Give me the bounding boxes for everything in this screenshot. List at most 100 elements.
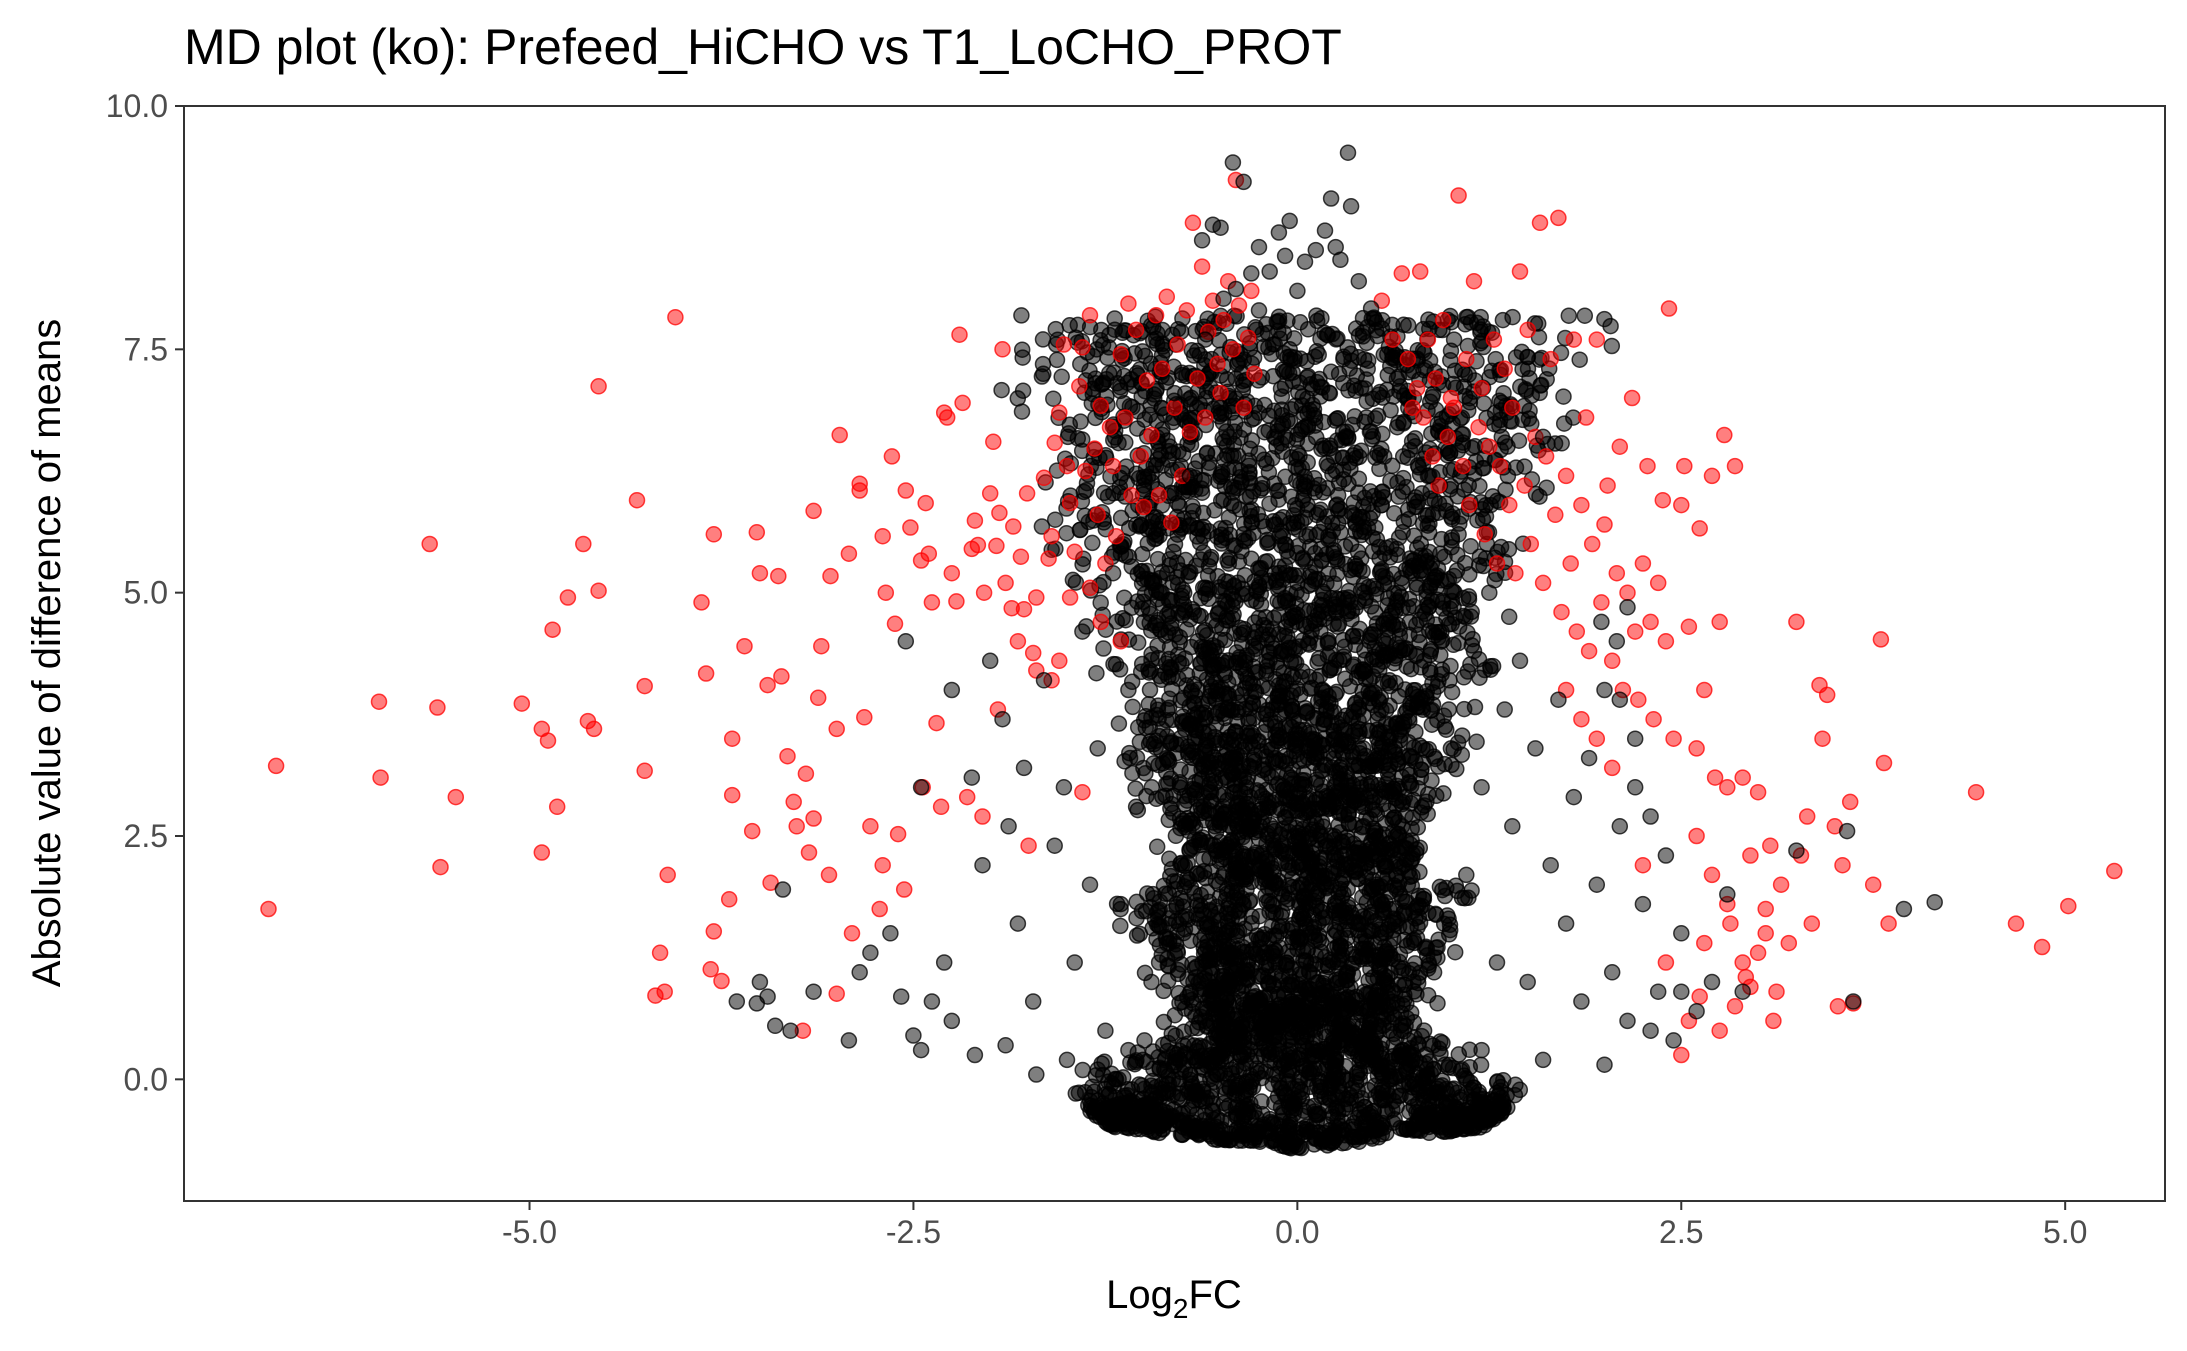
data-point-nonsignificant: [1596, 310, 1613, 328]
data-point-nonsignificant: [1137, 764, 1154, 782]
data-point-nonsignificant: [1162, 619, 1180, 636]
data-point-nonsignificant: [1074, 556, 1091, 573]
data-point-nonsignificant: [1396, 681, 1414, 698]
data-point-nonsignificant: [1603, 337, 1621, 355]
data-point-nonsignificant: [1236, 566, 1254, 584]
data-point-nonsignificant: [1576, 307, 1594, 324]
data-point-nonsignificant: [1384, 350, 1401, 367]
data-point-nonsignificant: [1165, 787, 1182, 805]
data-point-nonsignificant: [1331, 759, 1349, 776]
data-point-nonsignificant: [1257, 1025, 1275, 1042]
data-point-nonsignificant: [1319, 693, 1337, 711]
data-point-nonsignificant: [1443, 756, 1460, 774]
data-point-nonsignificant: [1357, 589, 1375, 607]
data-point-nonsignificant: [1276, 1087, 1294, 1104]
data-point-nonsignificant: [1053, 368, 1070, 386]
data-point-nonsignificant: [1436, 548, 1453, 566]
data-point-nonsignificant: [1345, 1038, 1362, 1056]
data-point-nonsignificant: [1299, 454, 1316, 471]
data-point-nonsignificant: [1310, 995, 1327, 1012]
data-point-nonsignificant: [1209, 528, 1226, 546]
data-point-nonsignificant: [1095, 640, 1112, 657]
data-point-nonsignificant: [1363, 430, 1381, 448]
data-point-nonsignificant: [1184, 498, 1201, 515]
data-point-nonsignificant: [1389, 755, 1407, 772]
data-point-nonsignificant: [1398, 1121, 1416, 1138]
data-point-nonsignificant: [1462, 537, 1479, 555]
data-point-nonsignificant: [1391, 731, 1409, 749]
data-point-nonsignificant: [1251, 578, 1268, 596]
data-point-nonsignificant: [1129, 593, 1146, 610]
data-point-nonsignificant: [1121, 749, 1139, 767]
data-point-nonsignificant: [1459, 624, 1476, 641]
data-point-nonsignificant: [1469, 512, 1486, 529]
data-point-nonsignificant: [1276, 557, 1294, 575]
data-point-nonsignificant: [1241, 893, 1258, 910]
data-point-nonsignificant: [1067, 1085, 1085, 1102]
data-point-nonsignificant: [1424, 623, 1442, 641]
data-point-nonsignificant: [1468, 733, 1485, 751]
data-point-nonsignificant: [1149, 637, 1166, 654]
data-point-nonsignificant: [1061, 317, 1078, 334]
data-point-nonsignificant: [1370, 1061, 1388, 1078]
data-point-nonsignificant: [1171, 1051, 1189, 1069]
data-point-nonsignificant: [1359, 1081, 1377, 1099]
data-point-nonsignificant: [1332, 524, 1349, 541]
data-point-nonsignificant: [1301, 925, 1319, 942]
data-point-nonsignificant: [1115, 395, 1133, 412]
data-point-nonsignificant: [1160, 442, 1178, 460]
data-point-nonsignificant: [1283, 1132, 1300, 1150]
data-point-nonsignificant: [1330, 502, 1347, 519]
data-point-nonsignificant: [1148, 335, 1166, 353]
data-point-nonsignificant: [1438, 879, 1455, 897]
data-point-nonsignificant: [1335, 732, 1353, 749]
data-point-nonsignificant: [1264, 1132, 1281, 1149]
data-point-nonsignificant: [1455, 669, 1473, 686]
data-point-nonsignificant: [1141, 681, 1159, 699]
data-point-nonsignificant: [1084, 534, 1101, 552]
data-point-nonsignificant: [1342, 561, 1359, 579]
data-point-nonsignificant: [1088, 664, 1105, 682]
data-point-nonsignificant: [1099, 488, 1117, 505]
data-point-nonsignificant: [1474, 459, 1491, 477]
data-point-nonsignificant: [1254, 677, 1272, 695]
data-point-nonsignificant: [1371, 383, 1389, 401]
data-point-nonsignificant: [1318, 545, 1335, 563]
data-point-nonsignificant: [1555, 388, 1572, 405]
data-point-nonsignificant: [1179, 911, 1197, 928]
data-point-nonsignificant: [1175, 689, 1193, 707]
data-point-nonsignificant: [1261, 1110, 1279, 1128]
data-point-nonsignificant: [1048, 351, 1066, 369]
data-point-nonsignificant: [1277, 809, 1295, 826]
data-point-nonsignificant: [1463, 603, 1480, 621]
data-point-nonsignificant: [1411, 964, 1429, 981]
data-point-nonsignificant: [1538, 479, 1555, 496]
data-point-nonsignificant: [1162, 770, 1180, 787]
data-point-nonsignificant: [1403, 433, 1421, 450]
data-point-nonsignificant: [1472, 1056, 1490, 1074]
data-point-nonsignificant: [1428, 787, 1445, 805]
data-point-nonsignificant: [1311, 523, 1329, 541]
data-point-nonsignificant: [1560, 307, 1578, 324]
data-point-nonsignificant: [1368, 757, 1385, 775]
data-point-nonsignificant: [1331, 804, 1349, 821]
data-point-nonsignificant: [1180, 567, 1197, 585]
data-point-nonsignificant: [1072, 521, 1089, 538]
data-point-nonsignificant: [1351, 508, 1368, 526]
data-point-nonsignificant: [1114, 610, 1131, 627]
data-point-nonsignificant: [1258, 716, 1275, 734]
data-point-nonsignificant: [1282, 609, 1300, 627]
data-point-nonsignificant: [1315, 716, 1332, 733]
data-point-nonsignificant: [1112, 917, 1129, 935]
data-point-nonsignificant: [1500, 608, 1518, 626]
data-point-nonsignificant: [1141, 406, 1159, 424]
data-point-nonsignificant: [1474, 1090, 1492, 1107]
data-point-nonsignificant: [1440, 616, 1458, 633]
data-point-nonsignificant: [1279, 829, 1296, 846]
data-point-nonsignificant: [1456, 366, 1474, 383]
data-point-nonsignificant: [1264, 336, 1282, 353]
data-point-nonsignificant: [1379, 620, 1396, 638]
data-point-nonsignificant: [1441, 672, 1458, 689]
data-point-nonsignificant: [1300, 636, 1318, 653]
data-point-nonsignificant: [1134, 1051, 1152, 1069]
